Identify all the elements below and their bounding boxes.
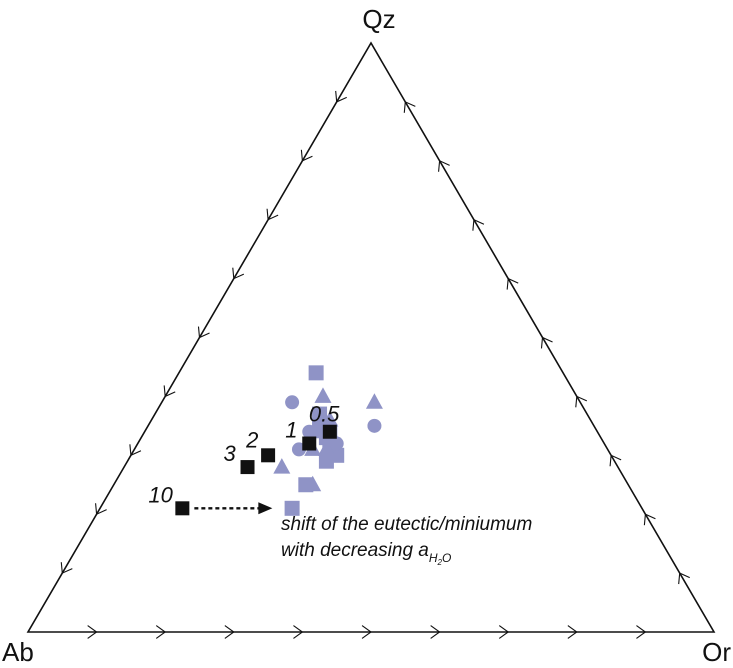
minimum-label-10: 10 (148, 482, 173, 507)
annotation-subscript-o: O (442, 551, 451, 565)
tick-right-3 (472, 218, 485, 231)
tick-left-8 (300, 149, 313, 162)
tick-marks (60, 90, 690, 639)
minimum-point-2 (261, 448, 276, 463)
minimum-point-1 (302, 436, 317, 451)
sample-circle-1 (285, 395, 300, 410)
tick-bottom-3 (224, 625, 235, 639)
tick-bottom-2 (155, 625, 167, 639)
minimum-label-3: 3 (224, 441, 237, 466)
tick-left-7 (266, 208, 279, 221)
tick-left-4 (163, 385, 176, 398)
minimum-points: 0.5 1 23 10 (148, 402, 340, 516)
tick-bottom-5 (361, 625, 372, 639)
minimum-label-1: 1 (285, 418, 297, 443)
sample-square-1 (308, 365, 324, 381)
vertex-label-right: Or (702, 637, 731, 667)
sample-triangle-1 (314, 387, 332, 403)
tick-right-1 (403, 101, 416, 113)
tick-right-4 (506, 277, 519, 290)
sample-circle-2 (367, 418, 382, 433)
shift-arrow (194, 502, 273, 515)
tick-bottom-4 (293, 625, 304, 639)
tick-right-5 (540, 336, 553, 349)
tick-left-1 (60, 562, 73, 574)
tick-right-8 (643, 513, 656, 526)
annotation-line-2: with decreasing aH2O (281, 540, 451, 567)
minimum-label-2: 2 (245, 427, 258, 452)
annotation-line-1: shift of the eutectic/miniumum (281, 514, 532, 535)
vertex-label-top: Qz (362, 4, 395, 34)
tick-right-2 (438, 159, 450, 172)
tick-left-3 (129, 444, 142, 457)
minimum-point-0.5 (322, 424, 337, 439)
tick-left-6 (232, 267, 245, 280)
sample-square-10 (284, 500, 300, 516)
tick-right-7 (609, 454, 622, 467)
sample-triangle-9 (273, 458, 291, 474)
sample-points (273, 365, 383, 516)
sample-triangle-10 (304, 475, 322, 492)
annotation-subscript-h: H (429, 551, 438, 565)
tick-bottom-6 (430, 625, 441, 639)
minimum-label-0.5: 0.5 (309, 402, 340, 427)
annotation-subscript-2: 2 (437, 558, 443, 567)
tick-left-2 (95, 503, 107, 516)
tick-left-9 (335, 90, 347, 103)
tick-bottom-8 (567, 625, 578, 639)
sample-triangle-8 (321, 446, 339, 462)
tick-bottom-7 (498, 625, 510, 639)
tick-right-6 (575, 395, 588, 408)
minimum-point-3 (240, 460, 255, 475)
sample-triangle-2 (365, 393, 383, 409)
tick-bottom-9 (636, 625, 647, 639)
sample-circle-4 (329, 436, 344, 451)
shift-arrow-head (258, 502, 273, 515)
tick-right-9 (678, 572, 690, 585)
sample-triangle-3 (321, 410, 339, 427)
vertex-label-left: Ab (2, 637, 34, 667)
tick-bottom-1 (87, 625, 98, 639)
annotation-line-2-prefix: with decreasing a (281, 540, 429, 561)
sample-square-2 (312, 406, 328, 422)
sample-circle-3 (302, 424, 317, 439)
tick-left-5 (197, 326, 210, 339)
minimum-point-10 (175, 501, 190, 516)
